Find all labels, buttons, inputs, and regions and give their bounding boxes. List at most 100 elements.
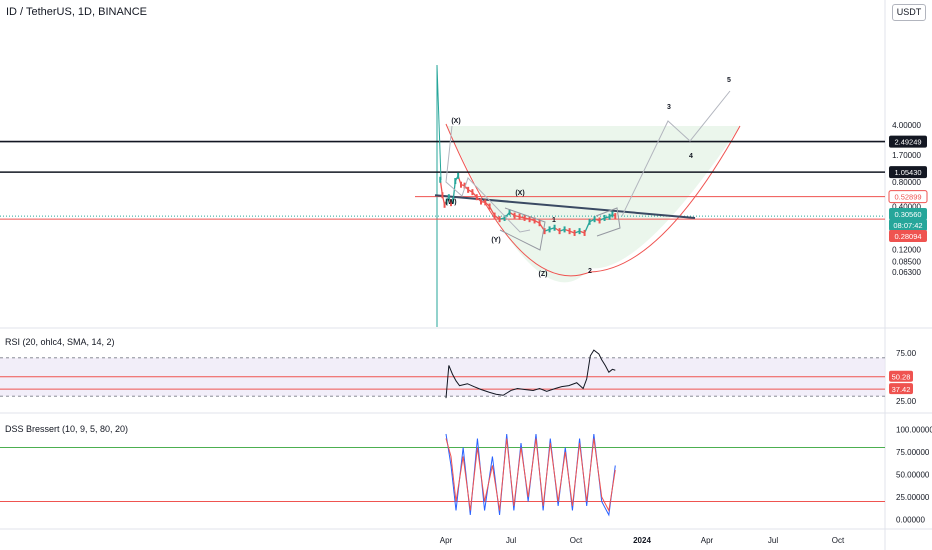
price-axis-tick: 0.40000 <box>892 203 921 212</box>
wave-label: 3 <box>667 104 671 111</box>
price-candle <box>508 209 511 216</box>
rsi-title[interactable]: RSI (20, ohlc4, SMA, 14, 2) <box>5 337 115 347</box>
price-label <box>889 166 927 179</box>
rsi-value-label-text: 50.28 <box>892 373 911 382</box>
price-candle <box>523 214 526 221</box>
price-candle <box>436 64 442 181</box>
price-candle <box>603 214 606 221</box>
rsi-axis-tick: 75.00 <box>896 349 917 358</box>
price-axis-tick: 1.70000 <box>892 151 921 160</box>
wave-label: 2 <box>588 268 592 275</box>
cup-outline <box>445 123 741 277</box>
rsi-value-label-text: 37.42 <box>892 385 911 394</box>
dss-axis-tick: 0.00000 <box>896 516 925 525</box>
axes: 4.000001.700000.800000.400000.170000.120… <box>440 121 932 545</box>
time-axis-tick: 2024 <box>633 536 651 545</box>
price-candle <box>498 216 501 223</box>
price-candle <box>471 189 474 196</box>
price-candle <box>452 197 455 204</box>
price-candle <box>558 228 561 235</box>
dss-axis-tick: 100.00000 <box>896 426 932 435</box>
price-candle <box>573 229 576 236</box>
price-candle <box>454 178 457 185</box>
price-candle <box>463 182 466 189</box>
dss-axis-tick: 75.00000 <box>896 448 930 457</box>
price-candle <box>441 192 444 199</box>
time-axis-tick: Oct <box>832 536 845 545</box>
wave-label: (X) <box>515 190 524 197</box>
price-label-text: 2.49249 <box>894 138 921 147</box>
price-axis-tick: 0.80000 <box>892 178 921 187</box>
price-candle <box>447 194 450 201</box>
price-candle <box>598 217 601 224</box>
price-candle <box>488 203 491 210</box>
rsi-axis-tick: 25.00 <box>896 397 917 406</box>
price-candle <box>608 213 611 220</box>
price-label-text: 08:07:42 <box>893 221 922 230</box>
wave-label: (X) <box>451 118 460 125</box>
wave-projection-path <box>621 90 731 217</box>
price-candle <box>568 228 571 235</box>
time-axis-tick: Oct <box>570 536 583 545</box>
price-candle <box>543 228 546 235</box>
wave-label: 4 <box>689 153 693 160</box>
price-axis-tick: 4.00000 <box>892 121 921 130</box>
price-candle <box>467 186 470 193</box>
price-candle <box>611 211 614 218</box>
price-candle <box>493 212 496 219</box>
price-candle <box>460 181 462 188</box>
symbol-title[interactable]: ID / TetherUS, 1D, BINANCE <box>6 6 148 18</box>
dss-title[interactable]: DSS Bressert (10, 9, 5, 80, 20) <box>5 424 129 434</box>
price-label-text: 0.30560 <box>894 210 921 219</box>
price-label-text: 1.05430 <box>894 168 921 177</box>
dss-axis-tick: 25.00000 <box>896 493 930 502</box>
time-axis-tick: Apr <box>440 536 453 545</box>
price-pane: (X) (W) (Y) (X) 1 (Z) 2 3 4 5 <box>0 64 885 327</box>
price-candle <box>538 220 541 227</box>
price-candle <box>439 176 442 183</box>
price-candle <box>518 213 521 220</box>
wave-label: (Z) <box>539 271 548 278</box>
price-candle <box>563 226 566 233</box>
price-candle <box>457 172 460 179</box>
time-axis-tick: Apr <box>701 536 714 545</box>
rsi-value-label <box>889 383 913 395</box>
price-label-text: 0.28094 <box>894 232 921 241</box>
price-axis-tick: 0.12000 <box>892 245 921 254</box>
dss-axis-tick: 50.00000 <box>896 471 930 480</box>
price-axis-tick: 0.06300 <box>892 268 921 277</box>
wedge-pattern <box>595 207 621 237</box>
price-candle <box>475 194 478 201</box>
price-label <box>889 208 927 220</box>
price-candle <box>450 200 452 207</box>
time-axis-tick: Jul <box>768 536 778 545</box>
price-label <box>889 135 927 148</box>
price-candle <box>583 229 586 236</box>
price-axis-tick: 0.08500 <box>892 258 921 267</box>
cup-area <box>446 124 740 283</box>
price-candle <box>503 214 506 221</box>
rsi-value-label <box>889 370 913 382</box>
currency-button[interactable]: USDT <box>892 4 926 21</box>
price-label <box>889 230 927 242</box>
wave-label: 5 <box>727 77 731 84</box>
rsi-line <box>445 349 616 399</box>
wedge-pattern <box>499 207 546 251</box>
price-candle <box>548 226 551 233</box>
price-candle <box>593 216 596 223</box>
price-candle <box>614 213 617 220</box>
rsi-pane <box>0 349 885 399</box>
price-candle <box>588 218 591 225</box>
price-label-text: 0.52899 <box>894 193 921 202</box>
time-axis-tick: Jul <box>506 536 516 545</box>
price-candle <box>484 199 487 206</box>
price-candle <box>443 201 446 208</box>
price-candle <box>513 212 516 219</box>
price-label <box>889 219 927 231</box>
price-candle <box>553 224 556 231</box>
price-candle <box>533 217 536 224</box>
wave-label: (W) <box>445 199 456 206</box>
price-candle <box>528 216 531 223</box>
wave-label: (Y) <box>491 237 500 244</box>
